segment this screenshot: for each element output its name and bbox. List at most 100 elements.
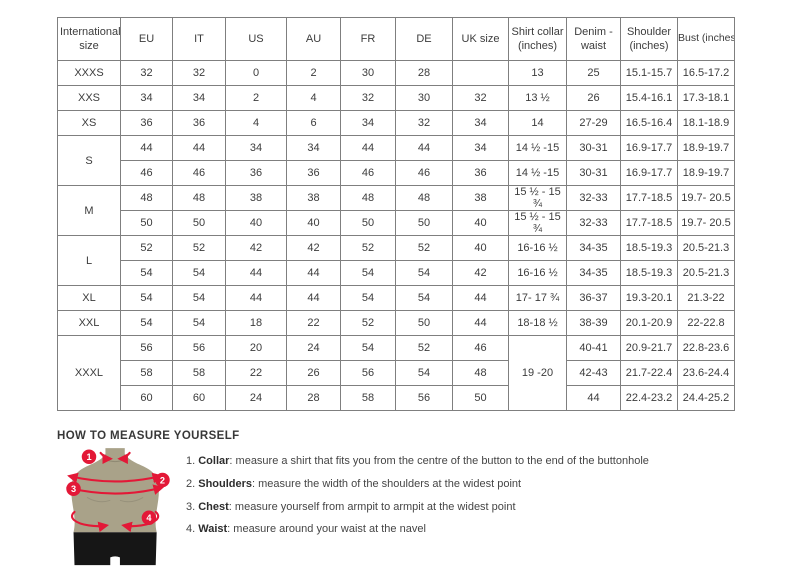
measure-badge-1: 1 (81, 449, 97, 465)
table-cell: 54 (340, 335, 396, 361)
table-row: XS 36 36 4 6 34 32 34 14 27-29 16.5-16.4 18.1-18.9 (57, 110, 735, 136)
table-cell: 20.1-20.9 (620, 310, 678, 336)
table-cell: 18.9-19.7 (677, 160, 735, 186)
table-cell: 21.3-22 (677, 285, 735, 311)
table-cell: 44 (225, 285, 287, 311)
table-row: XXS 34 34 2 4 32 30 32 13 ½ 26 15.4-16.1 17.3-18.1 (57, 85, 735, 111)
column-header: DE (395, 17, 453, 61)
table-cell: 19.7- 20.5 (677, 185, 735, 211)
table-cell: 32-33 (566, 210, 621, 236)
column-header: International size (57, 17, 121, 61)
table-cell: 44 (286, 285, 341, 311)
measure-badge-3: 3 (66, 481, 81, 496)
waist-measure-arrow (121, 510, 160, 533)
table-header-row: International size EU IT US AU FR DE UK size Shi… (57, 17, 735, 61)
table-cell: 44 (566, 385, 621, 411)
table-cell: 42 (225, 235, 287, 261)
table-cell: 14 ½ -15 (508, 160, 567, 186)
table-cell: 54 (172, 310, 226, 336)
table-cell: 19 -20 (508, 335, 567, 411)
table-cell: 24.4-25.2 (677, 385, 735, 411)
table-cell: 56 (395, 385, 453, 411)
table-cell: M (57, 185, 121, 236)
step-label: Waist (198, 523, 228, 536)
table-cell: 50 (120, 210, 173, 236)
table-cell: 16-16 ½ (508, 235, 567, 261)
table-cell: 48 (395, 185, 453, 211)
table-cell: 30-31 (566, 160, 621, 186)
table-cell: 34 (286, 135, 341, 161)
table-cell: 34 (340, 110, 396, 136)
table-cell: 19.3-20.1 (620, 285, 678, 311)
badge-number: 1 (86, 452, 91, 462)
table-cell: 16.9-17.7 (620, 135, 678, 161)
table-cell: 36-37 (566, 285, 621, 311)
table-cell: 60 (120, 385, 173, 411)
column-header: UK size (452, 17, 509, 61)
table-cell: 54 (340, 285, 396, 311)
table-cell: 22-22.8 (677, 310, 735, 336)
table-cell: 52 (395, 235, 453, 261)
badge-number: 2 (160, 475, 165, 485)
table-cell: 0 (225, 60, 287, 86)
mannequin-shorts (73, 532, 157, 566)
table-cell: 46 (172, 160, 226, 186)
table-cell: 27-29 (566, 110, 621, 136)
table-cell: 24 (225, 385, 287, 411)
table-cell: 2 (286, 60, 341, 86)
column-header: Denim - waist (566, 17, 621, 61)
table-cell (452, 60, 509, 86)
table-cell: 56 (340, 360, 396, 386)
table-cell: 54 (340, 260, 396, 286)
table-cell: 46 (340, 160, 396, 186)
table-cell: 15.4-16.1 (620, 85, 678, 111)
how-to-measure-section: HOW TO MEASURE YOURSELF (57, 430, 787, 575)
table-cell: 54 (120, 285, 173, 311)
size-table-body: XXXS 32 32 0 2 30 28 13 25 15.1-15.7 16.5-17.2 XXS 3… (57, 60, 735, 411)
mannequin-diagram: 1 2 3 4 (66, 448, 170, 566)
table-cell: 25 (566, 60, 621, 86)
measure-step: 2. Shoulders: measure the width of the s… (186, 478, 649, 492)
table-cell: 38 (225, 185, 287, 211)
table-row: XXL 54 54 18 22 52 50 44 18-18 ½ 38-39 20.1-20.9 22… (57, 310, 735, 336)
waist-measure-arrow (70, 510, 110, 533)
table-cell: 16-16 ½ (508, 260, 567, 286)
table-row: 54 54 44 44 54 54 42 16-16 ½ 34-35 18.5-19.3 20.5-… (58, 260, 735, 286)
table-cell: 23.6-24.4 (677, 360, 735, 386)
table-cell: 38 (452, 185, 509, 211)
table-cell: 42 (452, 260, 509, 286)
table-cell: 58 (172, 360, 226, 386)
table-cell: 58 (340, 385, 396, 411)
table-cell: 13 ½ (508, 85, 567, 111)
measure-badge-2: 2 (155, 472, 170, 488)
table-cell: 20.5-21.3 (677, 260, 735, 286)
table-cell: 4 (225, 110, 287, 136)
table-cell: 18.5-19.3 (620, 260, 678, 286)
table-cell: 20 (225, 335, 287, 361)
table-row: 46 46 36 36 46 46 36 14 ½ -15 30-31 16.9-17.7 18.9… (58, 160, 735, 186)
table-cell: 18.5-19.3 (620, 235, 678, 261)
column-header: EU (120, 17, 173, 61)
measure-badge-4: 4 (141, 510, 157, 525)
table-cell: 26 (286, 360, 341, 386)
badge-number: 3 (71, 484, 76, 494)
step-description: : measure yourself from armpit to armpit… (228, 500, 516, 513)
table-cell: L (57, 235, 121, 286)
table-row: M 48 48 38 38 48 48 38 15 ½ - 15 ¾ 32-33 17.7-18.5… (57, 185, 735, 236)
column-header: AU (286, 17, 341, 61)
table-cell: 16.5-16.4 (620, 110, 678, 136)
table-cell: 22 (286, 310, 341, 336)
table-cell: 48 (340, 185, 396, 211)
measure-step: 3. Chest: measure yourself from armpit t… (186, 501, 649, 515)
table-cell: 54 (395, 285, 453, 311)
mannequin-chest-lines (86, 496, 144, 503)
table-cell: S (57, 135, 121, 186)
collar-measure-arrow (99, 451, 113, 465)
table-cell: 46 (395, 160, 453, 186)
table-cell: 44 (452, 285, 509, 311)
column-header: FR (340, 17, 396, 61)
table-cell: 28 (395, 60, 453, 86)
table-cell: 17- 17 ¾ (508, 285, 567, 311)
shoulders-measure-arrow (67, 472, 164, 484)
table-cell: 44 (395, 135, 453, 161)
